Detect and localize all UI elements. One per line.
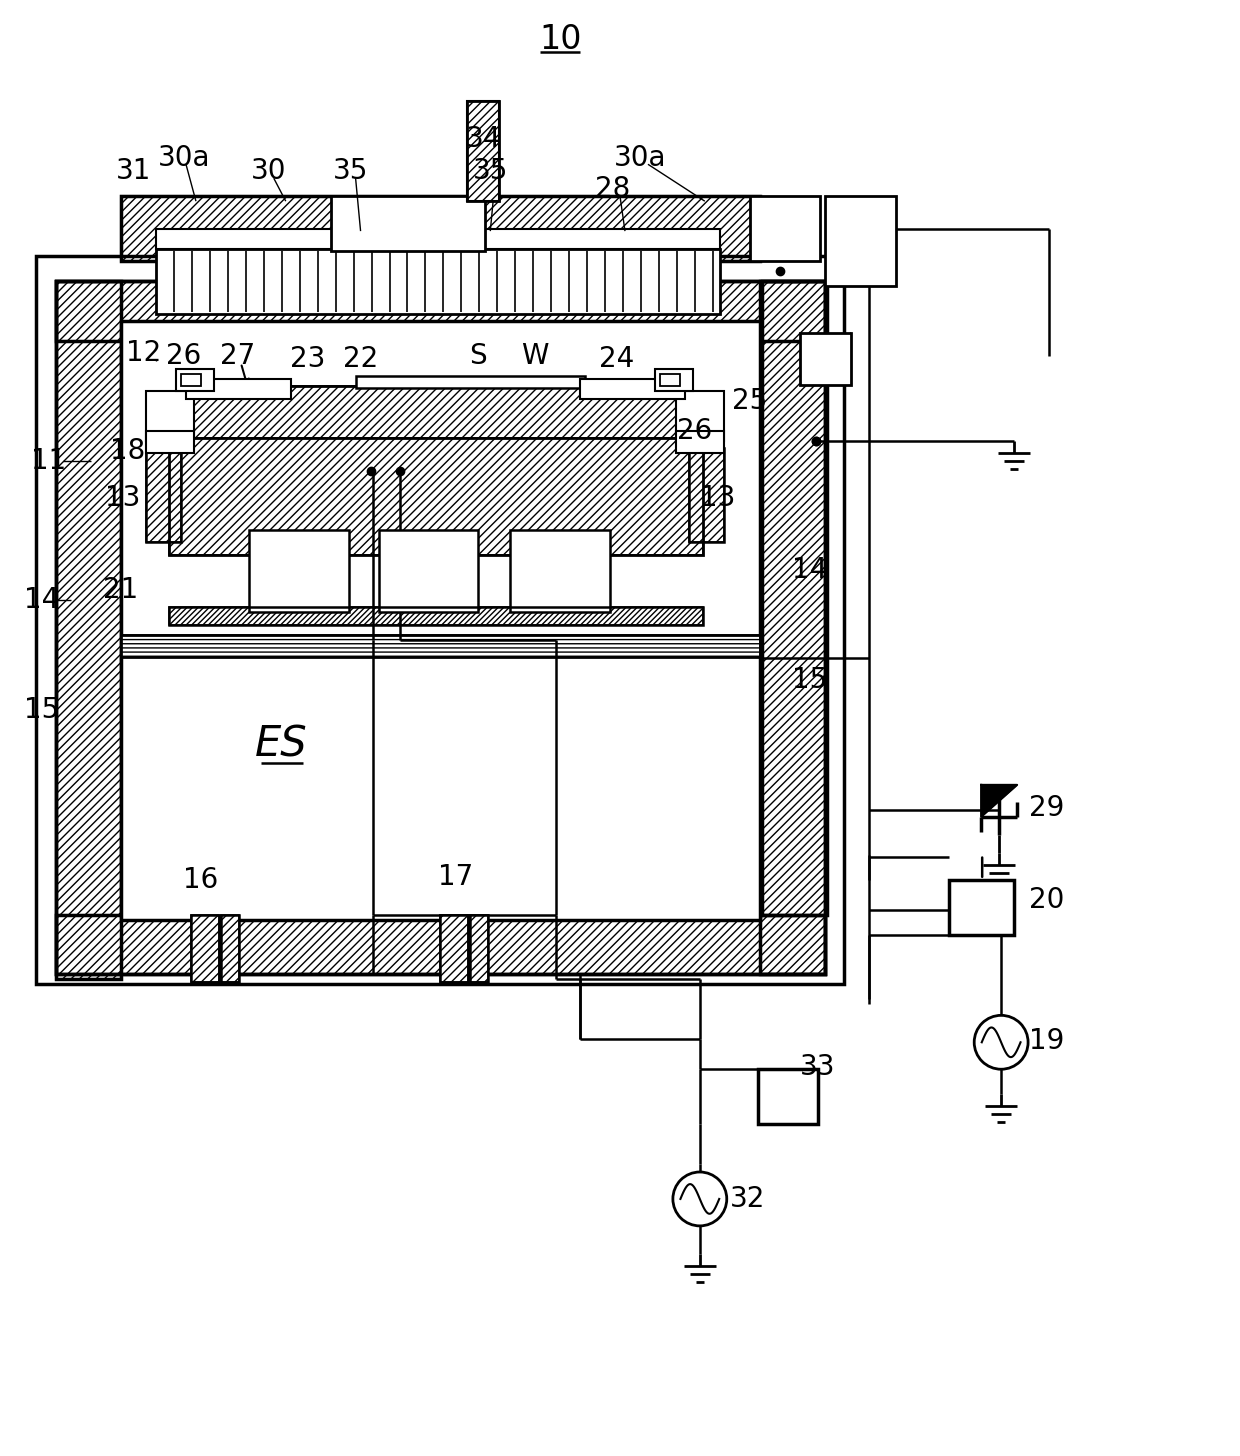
Text: W: W xyxy=(522,342,549,370)
Text: 28: 28 xyxy=(595,175,631,204)
Text: 22: 22 xyxy=(343,345,378,373)
Text: S: S xyxy=(470,342,487,370)
Bar xyxy=(221,914,239,983)
Bar xyxy=(56,914,825,974)
Bar xyxy=(56,281,825,974)
Bar xyxy=(191,914,219,983)
Bar xyxy=(440,914,469,983)
Bar xyxy=(169,607,703,625)
Text: 35: 35 xyxy=(332,157,368,185)
Text: 13: 13 xyxy=(701,483,735,511)
Bar xyxy=(156,249,719,314)
Bar xyxy=(122,197,760,261)
Bar xyxy=(467,102,500,201)
Bar xyxy=(655,368,693,390)
Bar xyxy=(750,197,820,261)
Bar xyxy=(249,530,348,613)
Bar xyxy=(950,879,1014,935)
Text: ES: ES xyxy=(254,724,308,766)
Text: 24: 24 xyxy=(599,345,635,373)
Bar xyxy=(56,914,825,974)
Bar xyxy=(689,447,724,543)
Bar xyxy=(56,281,122,980)
Bar xyxy=(146,447,181,543)
Text: 23: 23 xyxy=(290,345,325,373)
Text: 19: 19 xyxy=(1029,1028,1065,1056)
Bar xyxy=(470,914,489,983)
Bar xyxy=(761,281,827,914)
Text: 20: 20 xyxy=(1029,885,1065,913)
Bar xyxy=(825,197,897,285)
Bar xyxy=(56,281,825,341)
Bar xyxy=(36,256,844,984)
Bar xyxy=(122,635,760,657)
Bar xyxy=(440,914,469,983)
Bar xyxy=(56,281,825,341)
Bar xyxy=(122,197,760,261)
Bar xyxy=(800,333,852,384)
Text: 12: 12 xyxy=(126,339,161,367)
Bar xyxy=(660,374,680,386)
Bar xyxy=(169,607,703,625)
Text: 15: 15 xyxy=(792,665,827,695)
Bar xyxy=(378,530,479,613)
Text: 25: 25 xyxy=(732,387,768,415)
Bar xyxy=(186,386,684,438)
Bar xyxy=(356,376,585,387)
Text: 21: 21 xyxy=(103,577,139,604)
Bar xyxy=(146,447,181,543)
Text: 11: 11 xyxy=(31,447,66,475)
Bar xyxy=(221,914,239,983)
Bar xyxy=(580,379,684,399)
Text: 27: 27 xyxy=(221,342,255,370)
Text: 17: 17 xyxy=(438,862,472,891)
Bar xyxy=(122,635,760,657)
Text: 30a: 30a xyxy=(614,144,666,172)
Text: 32: 32 xyxy=(730,1185,765,1213)
Text: 30: 30 xyxy=(250,157,286,185)
Bar xyxy=(169,435,703,555)
Text: 16: 16 xyxy=(184,866,218,894)
Text: 10: 10 xyxy=(539,23,582,55)
Bar xyxy=(760,281,825,974)
Bar xyxy=(176,368,215,390)
Bar xyxy=(186,386,684,438)
Text: 29: 29 xyxy=(1029,794,1065,821)
Bar xyxy=(186,379,290,399)
Bar xyxy=(760,281,825,974)
Bar xyxy=(191,914,219,983)
Polygon shape xyxy=(981,785,1017,817)
Text: 13: 13 xyxy=(105,483,141,511)
Bar xyxy=(689,447,724,543)
Text: 35: 35 xyxy=(472,157,508,185)
Text: 14: 14 xyxy=(24,587,60,614)
Text: 30a: 30a xyxy=(157,144,211,172)
Bar xyxy=(761,281,827,914)
Bar xyxy=(331,197,485,250)
Text: 33: 33 xyxy=(800,1053,836,1082)
Bar xyxy=(467,102,500,201)
Bar xyxy=(676,431,724,453)
Bar xyxy=(146,431,193,453)
Text: 15: 15 xyxy=(24,696,60,724)
Bar xyxy=(56,281,122,980)
Bar xyxy=(676,390,724,441)
Bar xyxy=(169,435,703,555)
Bar xyxy=(156,229,719,249)
Text: 18: 18 xyxy=(110,437,146,464)
Bar xyxy=(181,374,201,386)
Bar xyxy=(122,320,760,920)
Bar xyxy=(146,390,193,441)
Bar xyxy=(510,530,610,613)
Bar xyxy=(470,914,489,983)
Text: 31: 31 xyxy=(115,157,151,185)
Text: 14: 14 xyxy=(792,556,827,584)
Text: 26: 26 xyxy=(677,416,713,444)
Text: 26: 26 xyxy=(166,342,202,370)
Bar xyxy=(758,1069,817,1124)
Text: 34: 34 xyxy=(465,125,501,153)
